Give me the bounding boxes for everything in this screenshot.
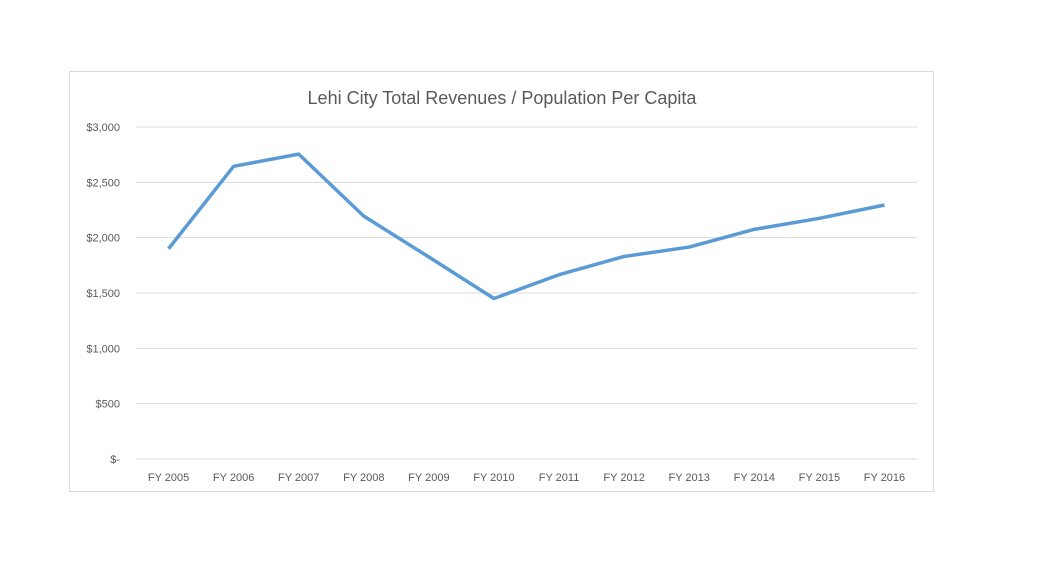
data-point (817, 216, 821, 220)
data-point (167, 247, 171, 251)
x-tick-label: FY 2015 (799, 472, 840, 484)
data-point (622, 254, 626, 258)
chart-title: Lehi City Total Revenues / Population Pe… (308, 88, 698, 108)
x-tick-label: FY 2009 (408, 472, 449, 484)
chart-frame (69, 71, 934, 492)
series-line (167, 152, 885, 301)
x-tick-label: FY 2006 (213, 472, 254, 484)
y-tick-label: $3,000 (86, 122, 120, 134)
x-tick-label: FY 2005 (148, 472, 189, 484)
y-tick-label: $1,000 (86, 343, 120, 355)
data-point (882, 203, 886, 207)
y-tick-label: $1,500 (86, 288, 120, 300)
x-tick-label: FY 2007 (278, 472, 319, 484)
data-point (557, 273, 561, 277)
x-tick-label: FY 2008 (343, 472, 384, 484)
data-point (492, 297, 496, 301)
data-point (752, 227, 756, 231)
data-point (687, 245, 691, 249)
x-tick-label: FY 2016 (864, 472, 905, 484)
x-tick-label: FY 2012 (603, 472, 644, 484)
y-tick-label: $- (110, 454, 120, 466)
data-point (362, 214, 366, 218)
x-tick-label: FY 2014 (734, 472, 775, 484)
x-tick-label: FY 2010 (473, 472, 514, 484)
y-tick-label: $2,000 (86, 233, 120, 245)
y-tick-label: $2,500 (86, 177, 120, 189)
data-point (232, 164, 236, 168)
x-tick-label: FY 2011 (539, 472, 580, 484)
data-point (297, 152, 301, 156)
data-point (427, 255, 431, 259)
y-tick-label: $500 (96, 399, 120, 411)
x-tick-label: FY 2013 (669, 472, 710, 484)
